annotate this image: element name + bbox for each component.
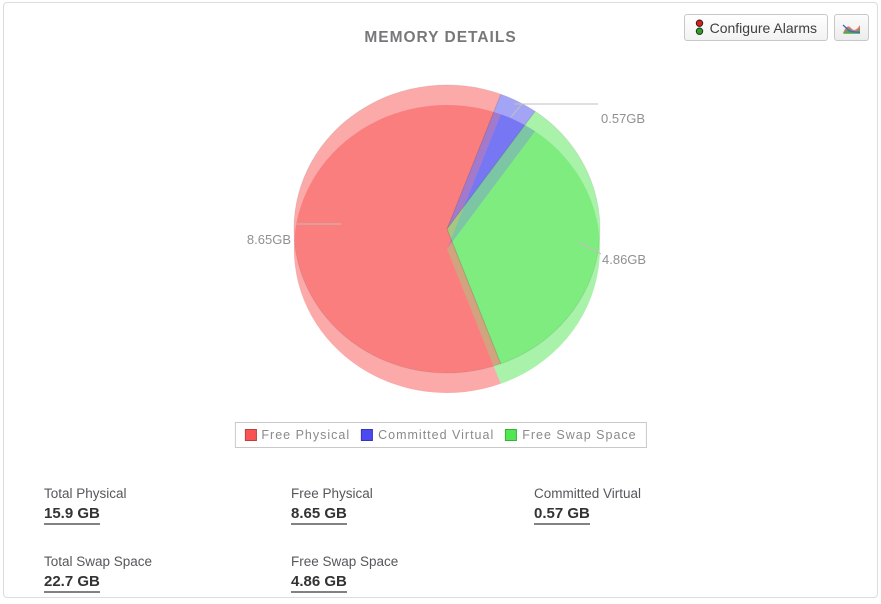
pie-slice-committed-virtual[interactable] bbox=[446, 93, 536, 230]
stat-free-physical: Free Physical 8.65 GB bbox=[291, 486, 534, 525]
chart-legend: Free Physical Committed Virtual Free Swa… bbox=[234, 422, 647, 448]
memory-stats-grid: Total Physical 15.9 GB Free Physical 8.6… bbox=[44, 486, 814, 593]
pie-label-free-physical: 8.65GB bbox=[246, 232, 291, 247]
memory-pie-chart: 8.65GB 0.57GB 4.86GB bbox=[4, 3, 881, 473]
stat-value-link[interactable]: 15.9 GB bbox=[44, 505, 100, 525]
stat-label: Free Swap Space bbox=[291, 554, 399, 569]
stat-value-link[interactable]: 4.86 GB bbox=[291, 573, 347, 593]
legend-item-free-physical: Free Physical bbox=[244, 428, 350, 442]
pie-chart-canvas bbox=[293, 84, 602, 393]
stat-label: Committed Virtual bbox=[534, 486, 642, 501]
pie-slice-free-swap-space[interactable] bbox=[446, 110, 601, 365]
stat-label: Free Physical bbox=[291, 486, 373, 501]
stat-free-swap-space: Free Swap Space 4.86 GB bbox=[291, 554, 534, 593]
area-chart-icon bbox=[842, 21, 861, 35]
legend-label: Committed Virtual bbox=[378, 428, 495, 442]
pie-label-free-swap-space: 4.86GB bbox=[602, 252, 647, 267]
stat-value-link[interactable]: 0.57 GB bbox=[534, 505, 590, 525]
view-chart-button[interactable] bbox=[834, 14, 869, 41]
legend-item-free-swap-space: Free Swap Space bbox=[505, 428, 636, 442]
stat-label: Total Swap Space bbox=[44, 554, 153, 569]
stat-value-link[interactable]: 8.65 GB bbox=[291, 505, 347, 525]
stat-total-physical: Total Physical 15.9 GB bbox=[44, 486, 291, 525]
page-title: MEMORY DETAILS bbox=[364, 29, 517, 46]
toolbar: Configure Alarms bbox=[683, 14, 869, 41]
traffic-light-icon bbox=[695, 19, 704, 36]
legend-swatch-free-swap-space bbox=[505, 429, 518, 441]
legend-swatch-committed-virtual bbox=[361, 429, 374, 441]
stat-value-link[interactable]: 22.7 GB bbox=[44, 573, 100, 593]
configure-alarms-button[interactable]: Configure Alarms bbox=[683, 14, 828, 41]
pie-slice-free-physical[interactable] bbox=[293, 84, 502, 374]
legend-label: Free Swap Space bbox=[522, 428, 637, 442]
pie-leader-lines bbox=[297, 103, 602, 255]
stat-label: Total Physical bbox=[44, 486, 127, 501]
memory-details-panel: MEMORY DETAILS Configure Alarms bbox=[3, 2, 878, 598]
legend-label: Free Physical bbox=[261, 428, 351, 442]
configure-alarms-label: Configure Alarms bbox=[709, 19, 817, 36]
legend-swatch-free-physical bbox=[244, 429, 257, 441]
pie-label-committed-virtual: 0.57GB bbox=[601, 111, 646, 126]
stat-total-swap-space: Total Swap Space 22.7 GB bbox=[44, 554, 291, 593]
legend-item-committed-virtual: Committed Virtual bbox=[361, 428, 494, 442]
stat-committed-virtual: Committed Virtual 0.57 GB bbox=[534, 486, 814, 525]
